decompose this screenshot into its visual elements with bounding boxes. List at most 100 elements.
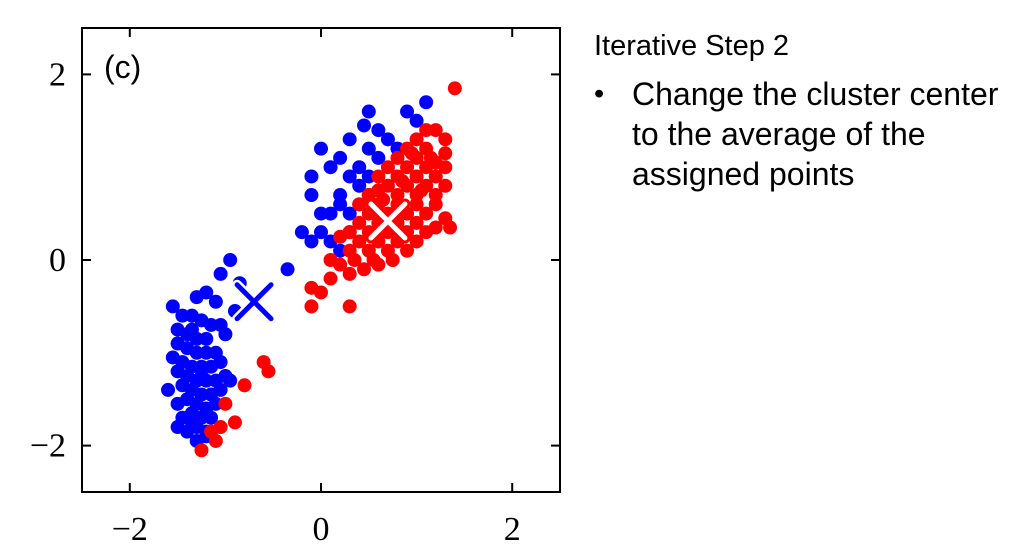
red-point [304,299,319,314]
red-point [428,197,443,212]
blue-point [218,327,233,342]
red-point [443,220,458,235]
y-tick-label: 0 [49,242,66,279]
red-point [409,132,424,147]
red-point [438,146,453,161]
blue-point [342,132,357,147]
blue-point [352,178,367,193]
red-point [323,271,338,286]
blue-point [419,95,434,110]
red-point [342,299,357,314]
blue-centroid-marker [232,279,277,324]
red-point [194,443,209,458]
red-point [428,169,443,184]
red-point [208,433,223,448]
red-point [371,257,386,272]
x-tick-label: 2 [504,511,521,548]
explanation-panel: Iterative Step 2 • Change the cluster ce… [594,28,1014,194]
blue-point [170,420,185,435]
blue-point [361,104,376,119]
red-point [314,285,328,300]
red-point [371,169,386,184]
blue-point [194,369,209,383]
blue-point [161,382,176,397]
blue-point [204,410,219,425]
red-point [438,132,453,147]
panel-label: (c) [104,49,141,85]
y-tick-label: −2 [30,428,66,465]
red-point [352,215,367,230]
blue-point [333,197,348,212]
blue-point [323,160,338,175]
red-point [400,160,415,175]
blue-point [223,373,238,388]
red-point [333,257,348,272]
red-point [380,160,395,175]
red-point [409,197,424,212]
data-points [161,81,462,458]
blue-point [223,253,238,267]
red-point [385,253,400,267]
red-point [400,243,415,258]
blue-point [361,141,376,156]
red-point [419,225,434,240]
red-point [342,266,357,281]
axis-ticks: −2 0 2 −2 0 2 [30,28,560,548]
blue-point [304,188,319,203]
red-point [390,150,405,165]
red-centroid-marker [365,198,411,244]
red-point [237,378,252,393]
red-point [414,183,429,198]
blue-point [400,104,415,119]
red-point [227,415,242,430]
blue-point [314,206,328,221]
blue-point [170,396,185,411]
blue-point [280,262,295,277]
red-point [447,81,462,96]
blue-point [371,150,386,165]
red-point [347,253,362,267]
blue-point [380,132,395,147]
red-point [404,146,419,161]
red-point [438,178,453,193]
red-point [409,234,424,249]
red-point [357,262,372,277]
blue-point [352,160,367,175]
red-point [376,192,391,207]
red-point [409,215,424,230]
red-point [218,396,233,411]
blue-point [199,331,214,346]
blue-point [409,113,424,128]
red-point [333,229,348,244]
cluster-centers [232,198,411,324]
bullet-item: • Change the cluster center to the avera… [594,74,1014,194]
blue-point [371,123,386,138]
blue-point [189,290,204,305]
red-point [428,123,443,138]
blue-point [184,322,199,337]
blue-point [165,299,180,314]
red-point [438,160,453,175]
blue-point [184,415,199,430]
bullet-marker: • [594,78,605,110]
blue-point [294,225,309,240]
red-point [419,206,434,221]
red-point [261,364,276,379]
blue-point [314,141,328,156]
red-point [409,169,424,184]
red-point [423,150,438,165]
step-title: Iterative Step 2 [594,30,790,62]
blue-point [342,206,357,221]
scatter-chart: (c) −2 0 2 −2 0 2 [30,27,561,548]
red-point [352,197,367,212]
blue-point [314,225,328,240]
blue-point [304,169,319,184]
y-tick-label: 2 [49,56,66,93]
blue-point [213,382,228,397]
blue-point [357,118,372,133]
x-tick-label: −2 [112,511,148,548]
blue-point [342,169,357,184]
blue-point [213,355,228,370]
blue-point [208,294,223,309]
axes-frame [81,27,561,493]
